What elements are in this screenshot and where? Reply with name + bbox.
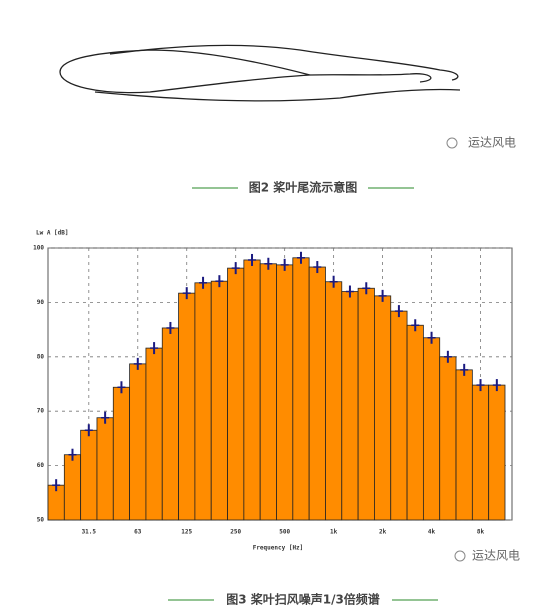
bar	[276, 264, 294, 521]
bar	[161, 327, 179, 521]
x-tick-label: 1k	[330, 529, 338, 536]
caption: 图2 桨叶尾流示意图	[249, 180, 358, 195]
x-tick-label: 250	[230, 529, 241, 536]
bar	[488, 384, 506, 521]
logo	[446, 137, 466, 562]
x-axis-title: Frequency [Hz]	[253, 545, 304, 552]
y-tick-label: 100	[33, 245, 44, 252]
bar	[80, 429, 98, 521]
bar	[390, 310, 408, 521]
bar	[292, 257, 310, 521]
y-tick-label: 60	[37, 462, 45, 469]
bar	[63, 454, 82, 521]
x-tick-label: 500	[279, 529, 290, 536]
bar	[145, 347, 163, 521]
bar	[308, 266, 326, 521]
y-tick-label: 50	[37, 517, 45, 524]
x-tick-label: 31.5	[82, 529, 97, 536]
bar	[259, 263, 277, 521]
bar	[439, 356, 457, 521]
bar	[325, 281, 343, 521]
bar	[243, 259, 261, 521]
bar	[341, 291, 359, 521]
y-axis-title: Lw A [dB]	[36, 230, 69, 237]
x-tick-label: 63	[134, 529, 142, 536]
watermark: 运达风电	[468, 136, 516, 150]
y-tick-label: 80	[37, 353, 45, 360]
bar	[129, 363, 147, 521]
bar	[112, 386, 131, 521]
bar	[422, 337, 441, 521]
bar	[471, 384, 490, 521]
bar	[178, 292, 196, 521]
airfoil-sketch	[59, 44, 461, 102]
caption: 图3 桨叶扫风噪声1/3倍频谱	[226, 592, 380, 607]
watermark: 运达风电	[472, 549, 520, 563]
x-tick-label: 4k	[428, 529, 436, 536]
x-tick-label: 8k	[477, 529, 485, 536]
bar	[357, 287, 375, 521]
x-tick-label: 2k	[379, 529, 387, 536]
bar	[96, 417, 114, 521]
y-tick-label: 90	[37, 299, 45, 306]
x-tick-label: 125	[181, 529, 192, 536]
bar	[194, 282, 212, 521]
y-tick-label: 70	[37, 408, 45, 415]
bar	[227, 267, 245, 521]
bar	[406, 324, 424, 521]
bar	[374, 295, 392, 521]
bar	[210, 280, 228, 521]
bar	[455, 369, 473, 521]
